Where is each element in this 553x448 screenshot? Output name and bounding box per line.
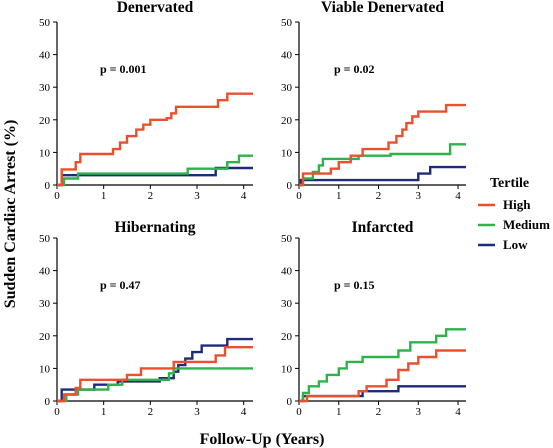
y-tick-label: 50: [281, 233, 293, 245]
y-tick-label: 40: [281, 50, 293, 62]
y-tick-label: 10: [281, 363, 293, 375]
x-tick-label: 4: [241, 406, 247, 418]
legend-label-low: Low: [503, 237, 528, 252]
y-tick-label: 10: [39, 363, 51, 375]
y-axis-label: Sudden Cardiac Arrest (%): [2, 120, 19, 309]
x-tick-label: 0: [54, 406, 60, 418]
panel-title: Hibernating: [115, 219, 196, 236]
series-line-low: [57, 337, 253, 403]
x-tick-label: 1: [336, 406, 342, 418]
x-tick-label: 3: [416, 406, 422, 418]
y-tick-label: 20: [281, 115, 293, 127]
legend: Tertile High Medium Low: [478, 176, 550, 252]
x-tick-label: 2: [376, 406, 382, 418]
y-tick-label: 40: [39, 266, 51, 278]
series-line-high: [299, 349, 466, 403]
panel-title: Viable Denervated: [321, 0, 444, 16]
x-tick-label: 3: [416, 190, 422, 202]
series-line-medium: [299, 328, 466, 403]
y-tick-label: 0: [45, 396, 51, 408]
panel-2: Viable Denervated p = 0.02 0 10 20 30 40 50 0 1 2 3…: [281, 0, 466, 202]
panel-4: Infarcted p = 0.15 0 10 20 30 40 50 0 1 2 3 4: [281, 219, 466, 418]
panel-title: Denervated: [117, 0, 194, 16]
y-tick-label: 30: [39, 82, 51, 94]
y-tick-label: 50: [281, 17, 293, 29]
series-line-medium: [57, 367, 253, 403]
p-value-annotation: p = 0.15: [334, 278, 375, 292]
y-tick-label: 40: [281, 266, 293, 278]
legend-title: Tertile: [490, 176, 529, 191]
y-tick-label: 20: [39, 115, 51, 127]
y-tick-label: 30: [39, 298, 51, 310]
legend-label-medium: Medium: [503, 217, 550, 232]
x-tick-label: 4: [455, 190, 461, 202]
legend-label-high: High: [503, 197, 531, 212]
y-tick-label: 0: [45, 180, 51, 192]
x-axis-label: Follow-Up (Years): [200, 431, 325, 448]
y-tick-label: 10: [39, 147, 51, 159]
y-tick-label: 20: [39, 331, 51, 343]
x-tick-label: 2: [148, 406, 154, 418]
x-tick-label: 0: [296, 190, 302, 202]
y-tick-label: 50: [39, 17, 51, 29]
x-tick-label: 4: [241, 190, 247, 202]
p-value-annotation: p = 0.47: [100, 278, 141, 292]
y-tick-label: 20: [281, 331, 293, 343]
x-tick-label: 3: [194, 406, 200, 418]
series-line-high: [57, 346, 253, 403]
y-tick-label: 50: [39, 233, 51, 245]
series-line-high: [57, 92, 253, 187]
series-line-low: [299, 165, 466, 187]
x-tick-label: 0: [54, 190, 60, 202]
y-tick-label: 10: [281, 147, 293, 159]
x-tick-label: 0: [296, 406, 302, 418]
panel-1: Denervated p = 0.001 0 10 20 30 40 50 0 1 2 3 4: [39, 0, 253, 202]
p-value-annotation: p = 0.02: [334, 62, 375, 76]
y-tick-label: 30: [281, 82, 293, 94]
y-tick-label: 0: [287, 180, 293, 192]
x-tick-label: 2: [148, 190, 154, 202]
x-tick-label: 1: [336, 190, 342, 202]
p-value-annotation: p = 0.001: [100, 62, 147, 76]
series-line-low: [299, 385, 466, 403]
x-tick-label: 3: [194, 190, 200, 202]
panel-title: Infarcted: [352, 219, 414, 236]
x-tick-label: 1: [101, 406, 107, 418]
y-tick-label: 40: [39, 50, 51, 62]
series-line-medium: [57, 154, 253, 187]
panel-3: Hibernating p = 0.47 0 10 20 30 40 50 0 1 2 3 4: [39, 219, 253, 418]
y-tick-label: 30: [281, 298, 293, 310]
series-line-medium: [299, 143, 466, 187]
series-line-high: [299, 103, 466, 187]
y-tick-label: 0: [287, 396, 293, 408]
x-tick-label: 1: [101, 190, 107, 202]
x-tick-label: 2: [376, 190, 382, 202]
x-tick-label: 4: [455, 406, 461, 418]
series-line-low: [57, 166, 253, 187]
